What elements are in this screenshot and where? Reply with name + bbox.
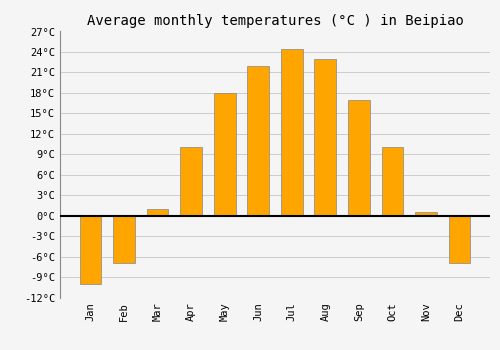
Bar: [80, 216, 102, 284]
Bar: [314, 59, 336, 216]
Bar: [448, 216, 470, 264]
Bar: [348, 100, 370, 216]
Bar: [146, 209, 169, 216]
Bar: [248, 65, 269, 216]
Bar: [415, 212, 437, 216]
Bar: [382, 147, 404, 216]
Title: Average monthly temperatures (°C ) in Beipiao: Average monthly temperatures (°C ) in Be…: [86, 14, 464, 28]
Bar: [281, 49, 302, 216]
Bar: [113, 216, 135, 264]
Bar: [214, 93, 236, 216]
Bar: [180, 147, 202, 216]
